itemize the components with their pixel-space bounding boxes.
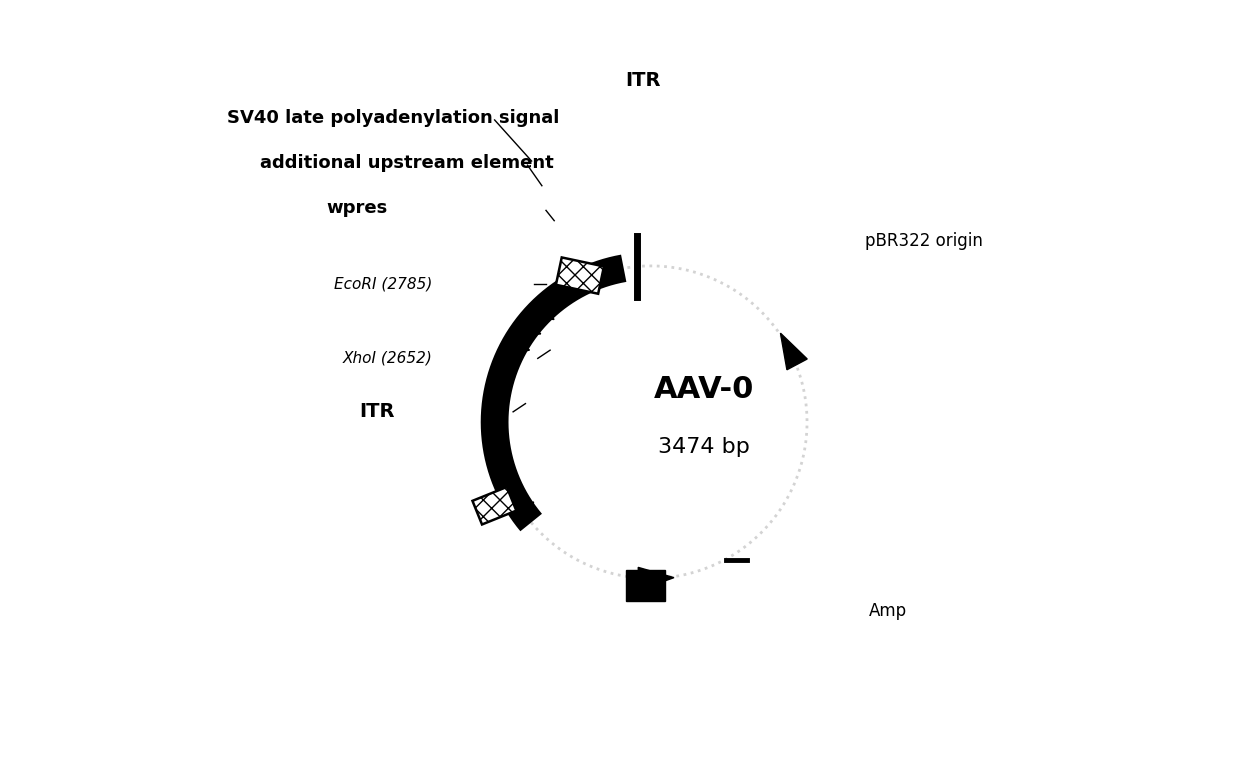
Text: EcoRI (2785): EcoRI (2785) bbox=[335, 277, 433, 292]
Text: AAV-0: AAV-0 bbox=[653, 375, 754, 404]
Polygon shape bbox=[639, 568, 675, 591]
Text: XhoI (2652): XhoI (2652) bbox=[342, 351, 433, 366]
Text: SV40 late polyadenylation signal: SV40 late polyadenylation signal bbox=[227, 109, 559, 127]
Bar bbox=[556, 258, 604, 293]
Text: additional upstream element: additional upstream element bbox=[260, 154, 554, 172]
Polygon shape bbox=[538, 294, 568, 319]
Text: wpres: wpres bbox=[326, 200, 387, 217]
Text: ITR: ITR bbox=[358, 402, 394, 421]
Text: 3474 bp: 3474 bp bbox=[658, 437, 750, 456]
Polygon shape bbox=[513, 324, 539, 354]
Text: pBR322 origin: pBR322 origin bbox=[864, 232, 982, 250]
Polygon shape bbox=[498, 356, 518, 383]
Text: Amp: Amp bbox=[869, 602, 906, 620]
Polygon shape bbox=[494, 376, 511, 404]
Text: ITR: ITR bbox=[625, 72, 661, 91]
Polygon shape bbox=[512, 488, 533, 516]
Bar bbox=[472, 487, 516, 524]
Polygon shape bbox=[525, 308, 553, 335]
Polygon shape bbox=[780, 333, 807, 370]
Polygon shape bbox=[626, 570, 665, 601]
